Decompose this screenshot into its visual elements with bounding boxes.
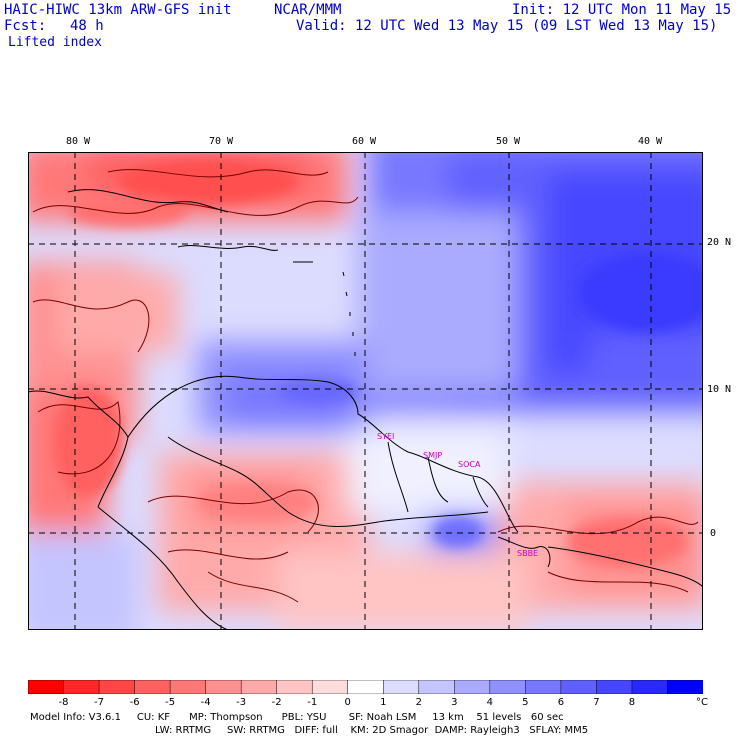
lon-label-40w: 40 W	[638, 136, 663, 147]
lifted-index-map: SYEI SMJP SOCA SBBE	[28, 152, 703, 630]
colorbar-tick-label: 1	[380, 697, 387, 708]
station-label: SYEI	[377, 432, 394, 441]
colorbar-tick-label: 7	[593, 697, 600, 708]
lon-label-60w: 60 W	[352, 136, 377, 147]
colorbar-swatch	[418, 680, 456, 694]
colorbar-tick-label: -1	[307, 697, 318, 708]
lon-label-70w: 70 W	[209, 136, 234, 147]
colorbar-tick-label: -2	[271, 697, 282, 708]
colorbar-swatch	[169, 680, 207, 694]
colorbar-swatch	[63, 680, 100, 694]
colorbar-swatch	[134, 680, 171, 694]
lat-label-10n: 10 N	[707, 384, 732, 395]
lat-label-20n: 20 N	[707, 237, 732, 248]
colorbar-tick-label: 0	[344, 697, 351, 708]
colorbar-tick-label: 5	[522, 697, 529, 708]
valid-time: Valid: 12 UTC Wed 13 May 15 (09 LST Wed …	[296, 18, 718, 34]
colorbar-swatch	[489, 680, 527, 694]
colorbar-swatch	[98, 680, 136, 694]
colorbar-tick-label: -3	[236, 697, 247, 708]
graticule	[28, 152, 703, 630]
colorbar-swatch	[383, 680, 420, 694]
colorbar-tick-label: -6	[129, 697, 140, 708]
colorbar-tick-label: -5	[165, 697, 176, 708]
colorbar-swatch	[525, 680, 562, 694]
colorbar-tick-label: 2	[415, 697, 422, 708]
colorbar-tick-label: 3	[451, 697, 458, 708]
station-label: SOCA	[458, 460, 481, 469]
colorbar-swatch	[240, 680, 278, 694]
init-time: Init: 12 UTC Mon 11 May 15	[512, 2, 732, 18]
colorbar-tick-label: 8	[628, 697, 636, 708]
colorbar-swatch	[205, 680, 242, 694]
colorbar-tick-label: -8	[58, 697, 69, 708]
station-label: SMJP	[423, 451, 442, 460]
map-frame	[28, 152, 703, 630]
forecast-label: Fcst:	[4, 18, 47, 34]
colorbar-tick-label: 6	[557, 697, 565, 708]
colorbar-tick-label: 4	[486, 697, 494, 708]
instability-contours	[32, 169, 699, 603]
lon-label-50w: 50 W	[496, 136, 521, 147]
model-title: HAIC-HIWC 13km ARW-GFS init	[4, 2, 232, 18]
colorbar-swatch	[28, 680, 65, 694]
colorbar-tick-label: -7	[94, 697, 105, 708]
organization: NCAR/MMM	[274, 2, 342, 18]
colorbar-swatch	[454, 680, 491, 694]
colorbar-swatch	[631, 680, 669, 694]
colorbar-swatch	[667, 680, 703, 694]
colorbar	[28, 680, 703, 694]
field-name: Lifted index	[8, 35, 102, 50]
colorbar-tick-label: -4	[200, 697, 211, 708]
model-info-line2: LW: RRTMG SW: RRTMG DIFF: full KM: 2D Sm…	[155, 725, 589, 736]
colorbar-swatch	[311, 680, 349, 694]
model-info-line1: Model Info: V3.6.1 CU: KF MP: Thompson P…	[30, 712, 564, 723]
colorbar-swatch	[276, 680, 313, 694]
colorbar-swatch	[347, 680, 385, 694]
forecast-hour: 48 h	[70, 18, 104, 34]
lat-label-0: 0	[710, 528, 717, 539]
colorbar-swatch	[560, 680, 598, 694]
coastlines	[28, 189, 703, 630]
station-label: SBBE	[517, 549, 538, 558]
colorbar-unit: °C	[696, 697, 708, 708]
colorbar-swatch	[596, 680, 633, 694]
lon-label-80w: 80 W	[66, 136, 91, 147]
